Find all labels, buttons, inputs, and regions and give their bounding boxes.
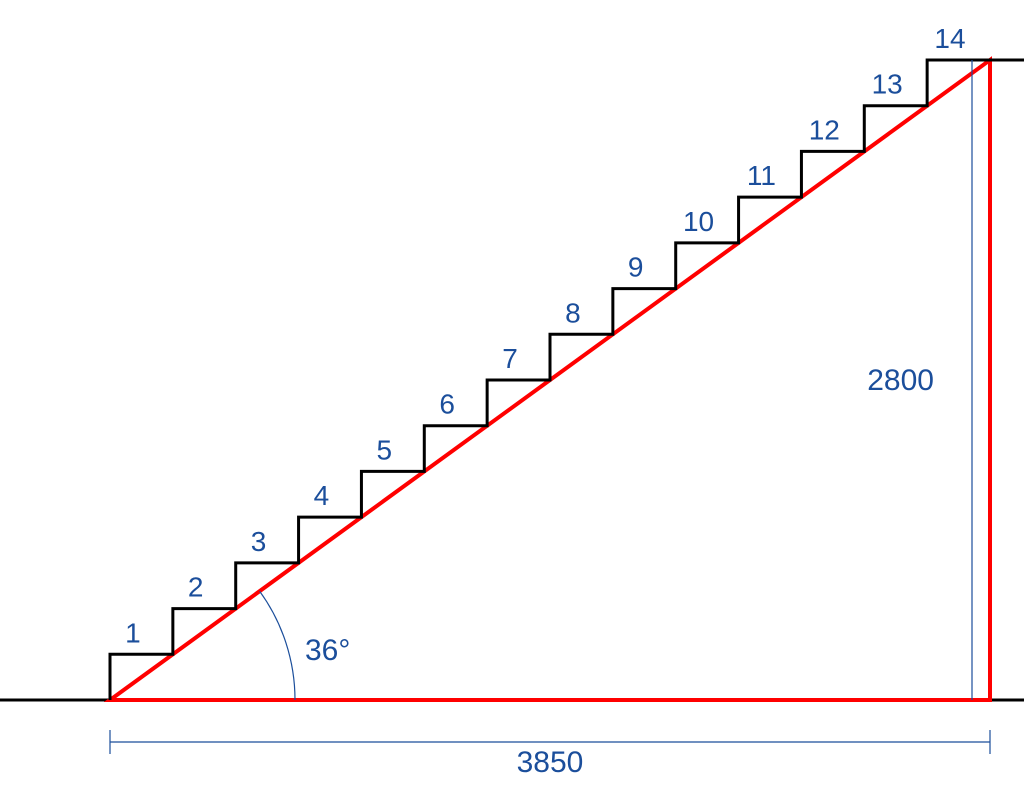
- step-label-14: 14: [934, 23, 965, 54]
- step-label-6: 6: [439, 389, 455, 420]
- step-label-7: 7: [502, 343, 518, 374]
- angle-label: 36°: [305, 634, 350, 667]
- rise-dim-label: 2800: [867, 364, 934, 397]
- step-label-12: 12: [809, 114, 840, 145]
- step-label-5: 5: [376, 434, 392, 465]
- step-label-1: 1: [125, 617, 141, 648]
- step-label-9: 9: [628, 252, 644, 283]
- step-label-3: 3: [251, 526, 267, 557]
- step-label-8: 8: [565, 297, 581, 328]
- step-label-11: 11: [747, 160, 776, 191]
- step-label-13: 13: [872, 69, 903, 100]
- base-dim-label: 3850: [517, 746, 584, 779]
- step-label-10: 10: [683, 206, 714, 237]
- step-label-4: 4: [314, 480, 330, 511]
- step-label-2: 2: [188, 572, 204, 603]
- stair-diagram: 123456789101112131436°38502800: [0, 0, 1024, 791]
